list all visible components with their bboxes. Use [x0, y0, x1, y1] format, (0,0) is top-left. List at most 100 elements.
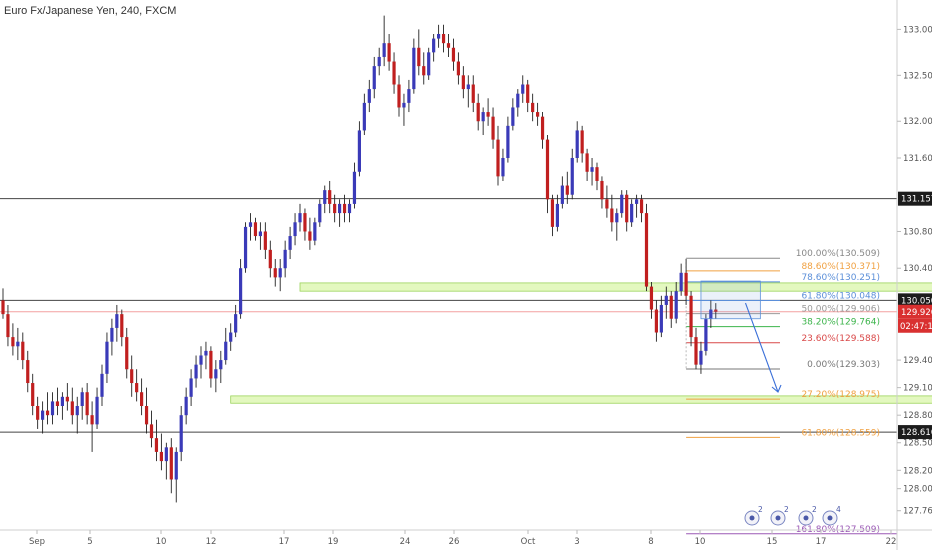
candle-body	[471, 84, 475, 103]
candle-body	[422, 66, 426, 76]
candle-body	[714, 309, 718, 312]
time-tick-label: 5	[87, 537, 92, 547]
candle-body	[466, 84, 470, 90]
candle-body	[615, 213, 619, 223]
event-marker-dot	[775, 515, 781, 521]
candle-body	[333, 203, 337, 214]
candle-body	[1, 300, 5, 315]
fib-level-label: 61.80%(130.048)	[801, 292, 880, 302]
candle-body	[565, 185, 569, 195]
candle-body	[654, 309, 658, 333]
time-tick-label: 24	[400, 537, 411, 547]
price-badge-label: 128.616	[901, 428, 932, 438]
candle-body	[303, 213, 307, 232]
candle-body	[347, 203, 352, 214]
candle-body	[144, 405, 149, 425]
candle-body	[441, 33, 446, 44]
candle-body	[620, 194, 624, 214]
price-badge	[898, 293, 932, 308]
candle-body	[26, 360, 30, 384]
price-tick-label: 132.000	[903, 117, 932, 127]
candle-body	[397, 84, 401, 108]
candle-body	[45, 410, 50, 416]
candle-body	[85, 392, 89, 416]
candle-body	[268, 249, 272, 269]
candle-body	[278, 268, 282, 278]
candle-body	[704, 318, 708, 351]
candle-body	[135, 383, 139, 393]
price-tick-label: 129.100	[903, 384, 932, 394]
candle-body	[644, 213, 649, 287]
time-axis[interactable]: Sep 5 10 12 17 19 24 26 Oct 3 8 10 15 17 22	[0, 529, 932, 547]
price-tick-label: 133.000	[903, 25, 932, 35]
candle-body	[239, 268, 243, 315]
candle-body	[446, 43, 451, 48]
candle-body	[679, 272, 683, 292]
event-marker-count: 2	[812, 505, 817, 514]
price-tick-label: 131.600	[903, 154, 932, 164]
time-tick-label: Sep	[29, 537, 45, 547]
supply-demand-zone	[230, 395, 932, 404]
candle-body	[432, 38, 436, 53]
candle-body	[367, 89, 371, 103]
fib-level-label: 61.80%(128.559)	[801, 428, 880, 438]
zone-layer	[230, 282, 932, 404]
candle-body	[298, 213, 302, 223]
candle-body	[130, 369, 134, 384]
candle-body	[342, 203, 347, 214]
fib-level-label: 23.60%(129.588)	[801, 334, 880, 344]
candle-body	[684, 272, 688, 296]
candle-body	[357, 130, 361, 172]
candle-body	[402, 102, 406, 108]
candle-body	[590, 167, 594, 172]
price-tick-label: 130.400	[903, 264, 932, 274]
candle-body	[65, 396, 69, 402]
candle-body	[511, 107, 515, 126]
price-tick-label: 132.500	[903, 71, 932, 81]
price-tick-label: 127.760	[903, 507, 932, 517]
time-tick-label: 10	[156, 537, 167, 547]
candle-body	[600, 180, 604, 200]
candle-body	[536, 112, 540, 117]
candle-body	[169, 447, 173, 480]
candle-body	[110, 327, 114, 342]
candle-body	[506, 125, 510, 158]
event-markers[interactable]: 2 2 2 4	[744, 505, 841, 526]
price-badge	[898, 425, 932, 440]
candle-body	[70, 401, 74, 416]
candle-body	[674, 291, 678, 319]
candle-body	[575, 130, 579, 158]
candle-body	[501, 157, 505, 177]
candle-body	[610, 208, 614, 223]
candle-body	[293, 222, 297, 237]
candle-body	[41, 410, 45, 420]
range-box	[700, 280, 761, 320]
candle-body	[184, 396, 188, 416]
supply-demand-zone	[299, 282, 932, 292]
candle-body	[313, 222, 317, 241]
candle-body	[159, 451, 163, 462]
candle-body	[125, 337, 129, 370]
event-marker-count: 4	[836, 505, 841, 514]
candle-body	[338, 203, 342, 214]
candle-body	[699, 350, 703, 365]
candle-body	[80, 392, 84, 406]
candle-body	[140, 392, 144, 406]
price-axis[interactable]: 133.000 132.500 132.000 131.600 130.800 130.4…	[896, 0, 932, 550]
time-tick-label: 22	[886, 537, 897, 547]
candle-body	[75, 405, 79, 416]
fib-level-label: 0.00%(129.303)	[807, 360, 880, 370]
candle-body	[481, 112, 485, 122]
price-tick-label: 130.800	[903, 227, 932, 237]
price-badge	[898, 191, 932, 206]
countdown-label: 02:47:14	[900, 322, 932, 332]
candle-body	[580, 130, 584, 154]
candle-body	[224, 341, 228, 361]
event-marker-dot	[827, 515, 833, 521]
candle-body	[100, 373, 104, 397]
candle-body	[164, 447, 168, 462]
candle-body	[219, 360, 223, 370]
price-tick-label: 128.000	[903, 485, 932, 495]
